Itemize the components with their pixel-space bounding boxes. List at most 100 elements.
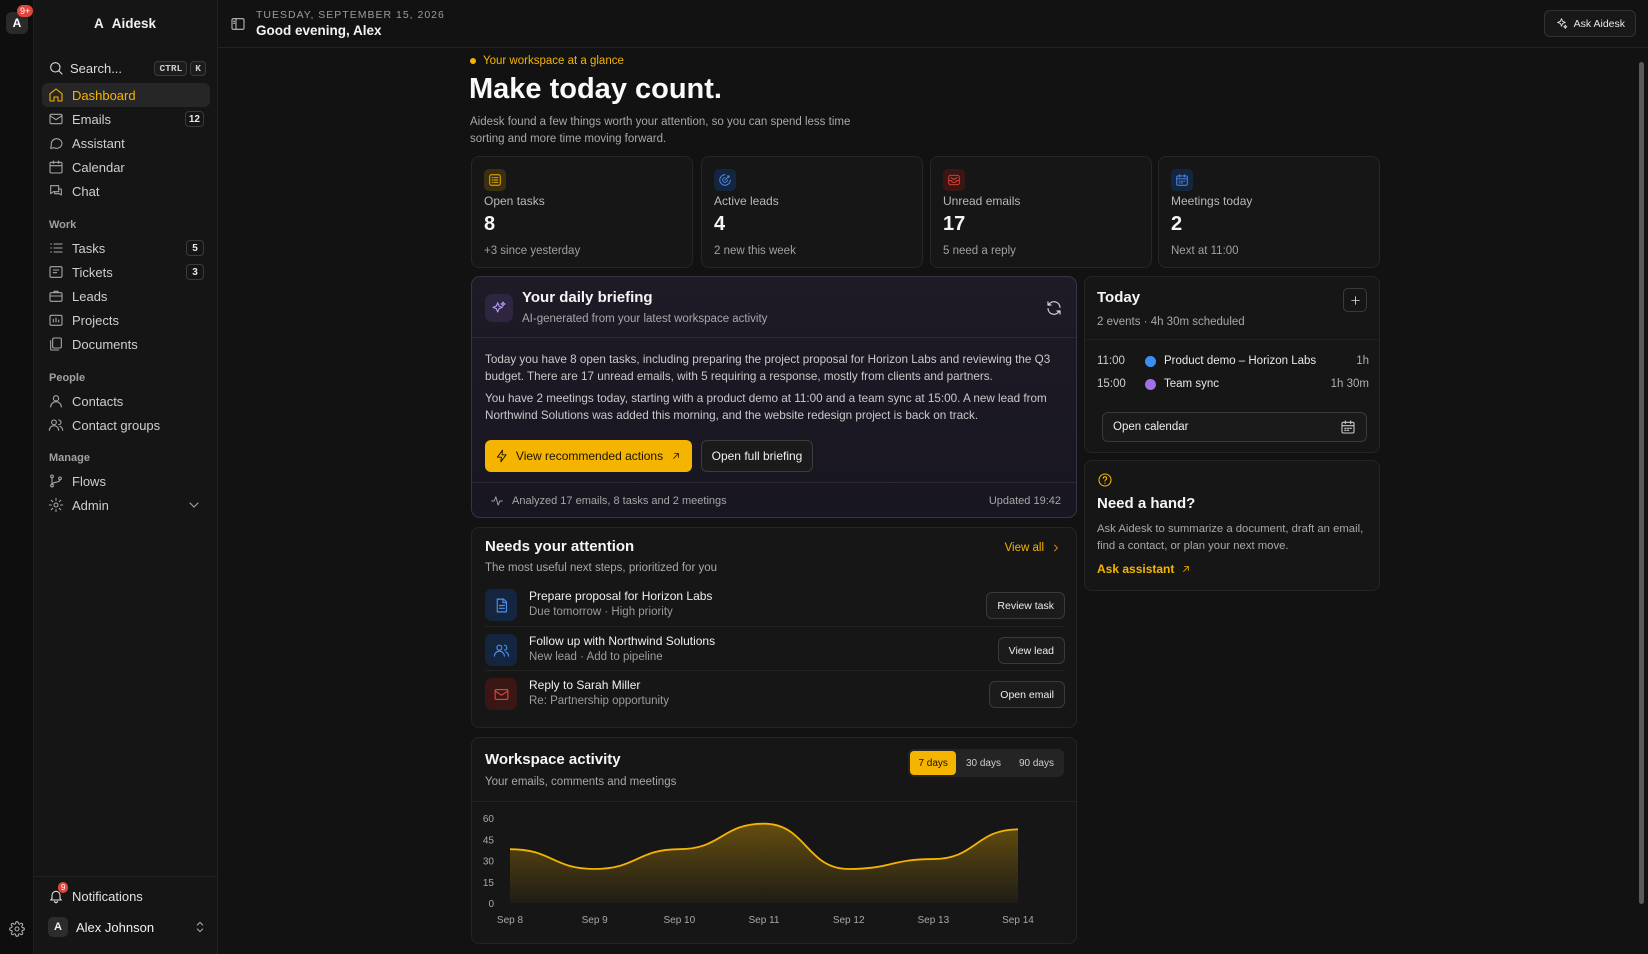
list-item[interactable]: Prepare proposal for Horizon Labs Due to… <box>485 582 1065 628</box>
topbar: TUESDAY, SEPTEMBER 15, 2026 Good evening… <box>218 0 1648 48</box>
main-scrollbar[interactable] <box>1636 48 1648 954</box>
ask-assistant-link[interactable]: Ask assistant <box>1097 562 1192 576</box>
inbox-icon <box>943 169 965 191</box>
event-row[interactable]: 11:00 Product demo – Horizon Labs 1h <box>1097 351 1369 371</box>
open-full-briefing-button[interactable]: Open full briefing <box>701 440 813 472</box>
workspace-avatar[interactable]: A <box>6 12 28 34</box>
git-branch-icon <box>50 474 62 488</box>
list-item[interactable]: Follow up with Northwind Solutions New l… <box>485 626 1065 672</box>
daily-briefing-card: Your daily briefing AI-generated from yo… <box>471 276 1077 518</box>
search-input[interactable]: Search... CTRL K <box>42 57 210 79</box>
sidebar-item-contact-groups[interactable]: Contact groups <box>42 413 210 437</box>
item-meta: New lead · Add to pipeline <box>529 651 663 663</box>
sidebar-item-label: Dashboard <box>72 87 136 103</box>
sidebar-item-label: Contact groups <box>72 417 161 433</box>
workspace-badge: 9+ <box>17 5 34 17</box>
add-event-button[interactable] <box>1343 288 1367 312</box>
sidebar: A Aidesk Search... CTRL K Dashboard Emai… <box>34 0 218 954</box>
open-calendar-button[interactable]: Open calendar <box>1102 412 1367 442</box>
sidebar-item-admin[interactable]: Admin <box>42 493 210 517</box>
section-label-work: Work <box>49 219 77 231</box>
range-90-days[interactable]: 90 days <box>1018 757 1054 769</box>
sidebar-item-emails[interactable]: Emails 12 <box>42 107 210 131</box>
refresh-icon[interactable] <box>1045 299 1063 317</box>
sidebar-item-documents[interactable]: Documents <box>42 332 210 356</box>
stat-card-active-leads[interactable]: Active leads 4 2 new this week <box>701 156 923 268</box>
sidebar-item-calendar[interactable]: Calendar <box>42 155 210 179</box>
list-item[interactable]: Reply to Sarah Miller Re: Partnership op… <box>485 670 1065 716</box>
stat-note: +3 since yesterday <box>484 245 581 257</box>
settings-gear-icon[interactable] <box>9 921 25 937</box>
document-icon <box>485 589 517 621</box>
stat-note: 2 new this week <box>714 245 796 257</box>
briefing-paragraph: Today you have 8 open tasks, including p… <box>485 353 1051 383</box>
x-tick-label: Sep 8 <box>497 915 524 926</box>
scrollbar-thumb[interactable] <box>1639 62 1644 904</box>
sidebar-item-label: Leads <box>72 288 108 304</box>
view-all-link[interactable]: View all <box>1005 542 1062 554</box>
briefcase-icon <box>49 290 63 302</box>
sidebar-toggle-icon[interactable] <box>230 16 246 32</box>
sidebar-item-projects[interactable]: Projects <box>42 308 210 332</box>
range-30-days[interactable]: 30 days <box>965 757 1001 769</box>
user-menu[interactable]: A Alex Johnson <box>48 917 208 937</box>
ask-aidesk-button[interactable]: Ask Aidesk <box>1543 10 1636 37</box>
mail-icon <box>49 113 63 125</box>
brand-name: Aidesk <box>111 16 157 31</box>
tickets-count-badge: 3 <box>186 264 204 280</box>
item-title: Prepare proposal for Horizon Labs <box>529 589 713 603</box>
x-tick-label: Sep 10 <box>663 915 695 926</box>
stat-card-open-tasks[interactable]: Open tasks 8 +3 since yesterday <box>471 156 693 268</box>
sidebar-item-label: Calendar <box>72 159 125 175</box>
review-task-button[interactable]: Review task <box>986 592 1065 619</box>
view-lead-button[interactable]: View lead <box>997 637 1065 664</box>
x-tick-label: Sep 11 <box>749 915 780 926</box>
notifications-label: Notifications <box>72 888 143 904</box>
bell-icon <box>50 890 62 904</box>
plus-icon <box>1350 295 1360 305</box>
series-line <box>509 822 1019 870</box>
sidebar-item-chat[interactable]: Chat <box>42 179 210 203</box>
sidebar-item-tickets[interactable]: Tickets 3 <box>42 260 210 284</box>
arrow-up-right-icon <box>673 453 679 459</box>
briefing-divider <box>472 337 1076 338</box>
open-email-button[interactable]: Open email <box>989 681 1065 708</box>
section-label-manage: Manage <box>49 452 90 464</box>
stat-card-unread-emails[interactable]: Unread emails 17 5 need a reply <box>930 156 1152 268</box>
view-recommended-actions-button[interactable]: View recommended actions <box>485 440 692 472</box>
range-7-days[interactable]: 7 days <box>910 751 956 775</box>
arrow-up-right-icon <box>1183 566 1190 572</box>
stat-value: 8 <box>484 213 496 235</box>
sidebar-item-tasks[interactable]: Tasks 5 <box>42 236 210 260</box>
stat-card-meetings-today[interactable]: Meetings today 2 Next at 11:00 <box>1158 156 1380 268</box>
workspace-activity-card: Workspace activity Your emails, comments… <box>471 737 1077 944</box>
sidebar-item-contacts[interactable]: Contacts <box>42 389 210 413</box>
kbd-k: K <box>190 60 206 76</box>
event-row[interactable]: 15:00 Team sync 1h 30m <box>1097 374 1369 394</box>
stat-label: Open tasks <box>484 194 545 208</box>
sidebar-item-leads[interactable]: Leads <box>42 284 210 308</box>
x-tick-label: Sep 12 <box>833 915 865 926</box>
range-selector: 7 days 30 days 90 days <box>908 749 1064 777</box>
sidebar-item-flows[interactable]: Flows <box>42 469 210 493</box>
brand[interactable]: A Aidesk <box>94 16 156 31</box>
briefing-paragraph: You have 2 meetings today, starting with… <box>485 392 1047 422</box>
stat-label: Meetings today <box>1171 194 1253 208</box>
sidebar-divider <box>34 876 218 877</box>
target-icon <box>714 169 736 191</box>
notifications-badge: 9 <box>58 882 69 893</box>
search-placeholder: Search... <box>70 60 123 76</box>
notifications-button[interactable]: 9 Notifications <box>48 882 143 904</box>
sidebar-item-assistant[interactable]: Assistant <box>42 131 210 155</box>
ask-aidesk-label: Ask Aidesk <box>1573 17 1625 30</box>
users-icon <box>48 419 64 431</box>
chevron-down-icon[interactable] <box>186 497 202 513</box>
today-card: Today 2 events · 4h 30m scheduled 11:00 … <box>1084 276 1380 453</box>
y-tick-label: 30 <box>483 857 495 868</box>
sidebar-item-dashboard[interactable]: Dashboard <box>42 83 210 107</box>
home-icon <box>49 88 63 102</box>
item-meta: Re: Partnership opportunity <box>529 695 669 707</box>
event-duration: 1h <box>1356 355 1369 367</box>
today-divider <box>1085 339 1379 340</box>
button-label: Open email <box>1000 688 1054 701</box>
